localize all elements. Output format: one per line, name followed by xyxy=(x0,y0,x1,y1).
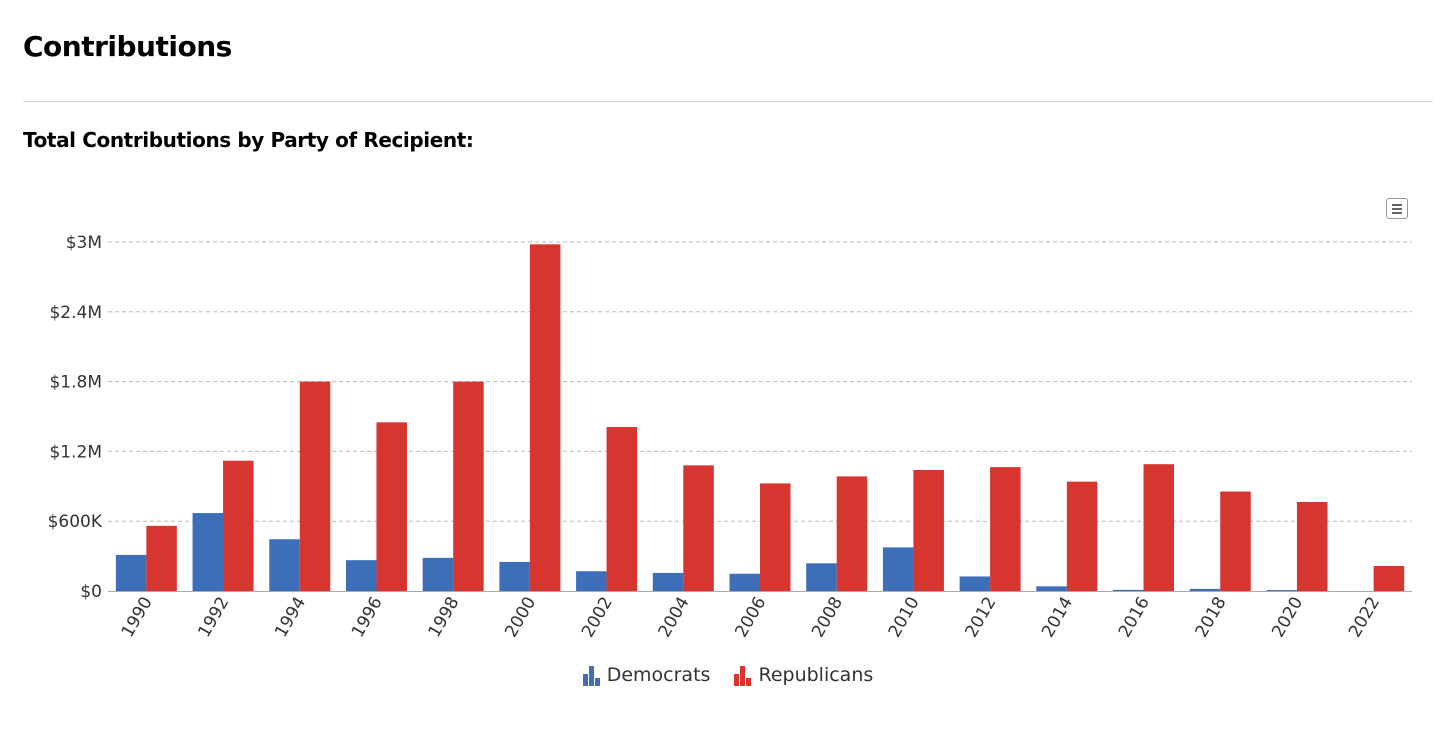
y-tick-label: $3M xyxy=(66,233,102,253)
y-tick-label: $600K xyxy=(48,512,103,532)
legend-item-democrats[interactable]: Democrats xyxy=(582,664,711,686)
page-title: Contributions xyxy=(23,30,232,63)
bar-republicans-1994 xyxy=(299,381,331,591)
bar-democrats-2000 xyxy=(499,561,530,591)
bar-republicans-2006 xyxy=(760,483,791,591)
bar-republicans-2022 xyxy=(1373,565,1405,591)
title-divider xyxy=(23,101,1433,102)
y-tick-label: $1.2M xyxy=(49,442,102,462)
legend-label-democrats: Democrats xyxy=(606,664,711,686)
bar-chart-icon-democrats xyxy=(582,665,601,686)
bar-republicans-2020 xyxy=(1296,502,1328,591)
chart-menu-button[interactable] xyxy=(1386,198,1408,219)
y-tick-label: $1.8M xyxy=(49,373,102,393)
x-tick-label: 2000 xyxy=(501,594,540,641)
bar-democrats-2002 xyxy=(576,571,607,591)
legend-item-republicans[interactable]: Republicans xyxy=(734,664,873,686)
section-title: Total Contributions by Party of Recipien… xyxy=(23,128,474,152)
x-tick-label: 1996 xyxy=(348,594,387,641)
x-tick-label: 2004 xyxy=(655,594,694,641)
bar-democrats-1992 xyxy=(192,513,224,591)
bar-republicans-2012 xyxy=(990,467,1021,591)
hamburger-menu-icon-line xyxy=(1392,212,1402,214)
x-tick-label: 2008 xyxy=(808,594,847,641)
hamburger-menu-icon-line xyxy=(1392,208,1402,210)
x-tick-label: 2012 xyxy=(961,594,1000,641)
bar-democrats-2020 xyxy=(1266,590,1297,591)
bar-democrats-2014 xyxy=(1036,586,1067,591)
bar-republicans-1996 xyxy=(376,422,407,591)
bar-democrats-2016 xyxy=(1113,589,1144,591)
bar-democrats-2012 xyxy=(959,576,991,591)
x-tick-label: 1990 xyxy=(118,594,157,641)
bar-republicans-2010 xyxy=(913,470,944,591)
bar-republicans-1998 xyxy=(453,381,484,591)
bar-democrats-1998 xyxy=(422,557,454,591)
x-tick-label: 2014 xyxy=(1038,594,1077,641)
hamburger-menu-icon xyxy=(1392,204,1402,206)
bar-republicans-2004 xyxy=(683,465,714,591)
bar-republicans-1992 xyxy=(223,460,254,591)
legend-label-republicans: Republicans xyxy=(758,664,874,686)
bar-chart: $0 $600K $1.2M $1.8M $2.4M $3M 1990 1992 1994 199… xyxy=(48,233,1412,641)
x-tick-label: 2010 xyxy=(885,594,924,641)
bar-republicans-1990 xyxy=(146,525,177,591)
y-tick-label: $0 xyxy=(80,582,102,602)
x-tick-label: 2018 xyxy=(1192,594,1231,641)
x-tick-label: 2002 xyxy=(578,594,617,641)
x-tick-label: 2016 xyxy=(1115,594,1154,641)
bar-chart-icon-republicans xyxy=(734,665,752,686)
bar-democrats-2008 xyxy=(806,563,837,591)
x-tick-label: 1994 xyxy=(271,594,310,641)
x-tick-label: 2020 xyxy=(1268,594,1307,641)
x-tick-label: 1992 xyxy=(194,594,233,641)
bar-republicans-2002 xyxy=(606,426,638,591)
x-tick-label: 2022 xyxy=(1345,594,1384,641)
x-tick-label: 2006 xyxy=(731,594,770,641)
bar-democrats-1994 xyxy=(269,539,300,591)
y-tick-label: $2.4M xyxy=(49,303,102,323)
bar-republicans-2016 xyxy=(1143,464,1175,591)
bar-democrats-2006 xyxy=(729,573,760,591)
bar-democrats-1990 xyxy=(115,554,147,591)
bar-democrats-1996 xyxy=(345,560,377,591)
x-tick-label: 1998 xyxy=(425,594,464,641)
bar-democrats-2010 xyxy=(882,547,914,591)
bar-democrats-2004 xyxy=(652,572,684,591)
bar-republicans-2008 xyxy=(836,476,868,591)
chart-legend: Democrats Republicans xyxy=(0,664,1456,691)
bar-republicans-2000 xyxy=(529,244,561,591)
bar-republicans-2014 xyxy=(1066,481,1098,591)
bar-democrats-2018 xyxy=(1189,588,1221,591)
bar-republicans-2018 xyxy=(1220,491,1251,591)
